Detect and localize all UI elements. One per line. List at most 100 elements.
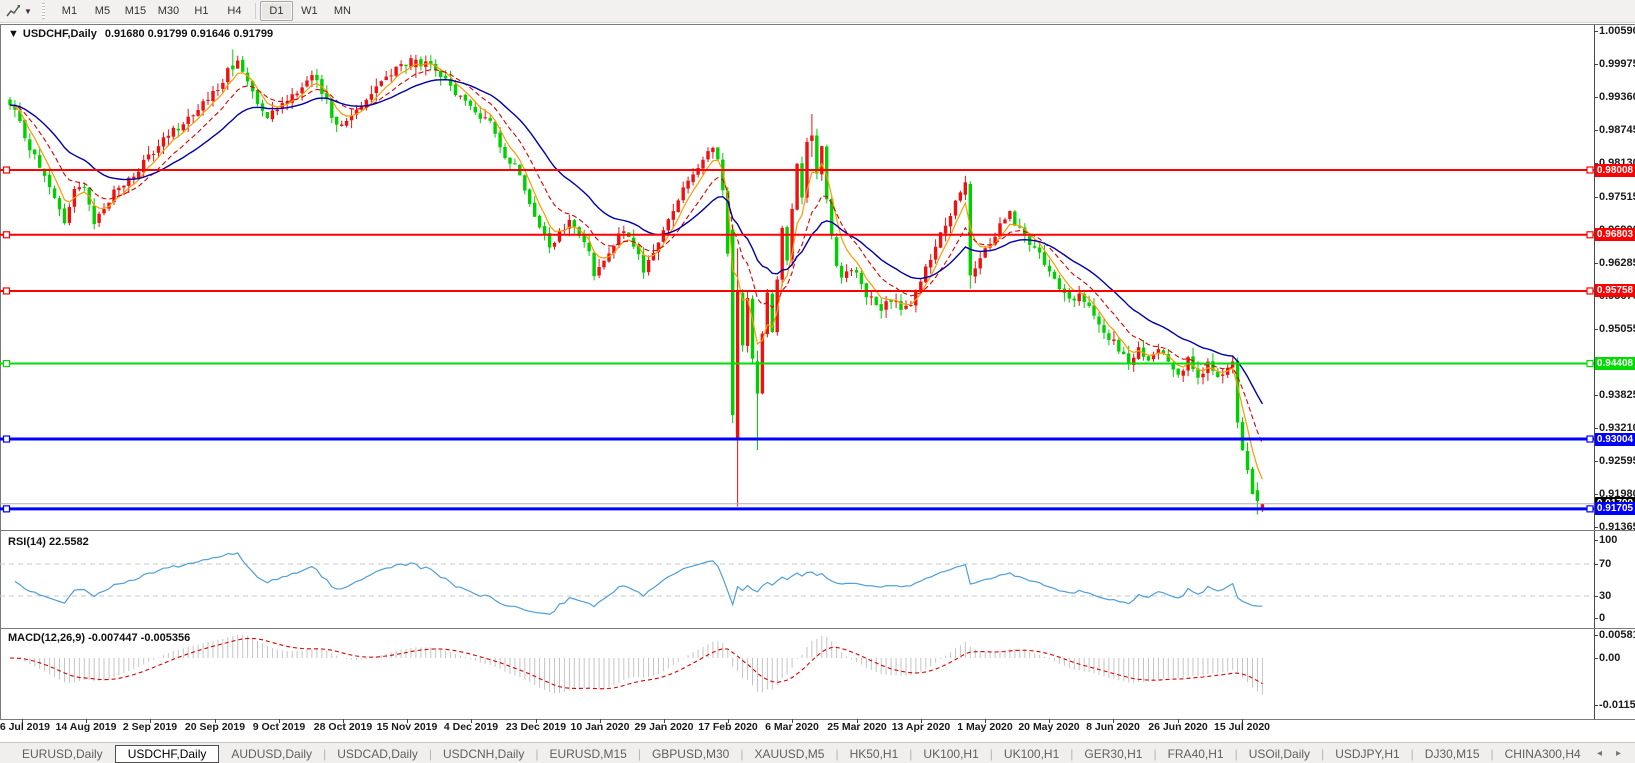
- price-level-label: 0.96803: [1595, 228, 1635, 241]
- tab-xauusd-m5[interactable]: XAUUSD,M5: [754, 746, 825, 761]
- tab-ger30-h1[interactable]: GER30,H1: [1084, 746, 1143, 761]
- timeframe-button-m30[interactable]: M30: [157, 5, 180, 17]
- price-axis-tick: [1594, 428, 1598, 429]
- price-axis-tick: [1594, 31, 1598, 32]
- toolbar-grip-handle[interactable]: [41, 3, 45, 19]
- price-axis-tick: [1594, 461, 1598, 462]
- date-axis-label: 20 Sep 2019: [184, 721, 246, 733]
- chart-collapse-caret[interactable]: ▼: [8, 28, 19, 40]
- rsi-axis-label: 30: [1599, 590, 1612, 602]
- tab-usdcnh-daily[interactable]: USDCNH,Daily: [443, 746, 525, 761]
- price-axis-tick: [1594, 263, 1598, 264]
- date-axis-tick: [600, 719, 601, 723]
- date-axis-tick: [1242, 719, 1243, 723]
- price-axis-label: 1.00590: [1599, 25, 1635, 37]
- date-axis-label: 26 Jun 2020: [1148, 721, 1208, 733]
- tab-separator: |: [323, 746, 327, 761]
- chart-ohlc-values: 0.91680 0.91799 0.91646 0.91799: [104, 28, 274, 40]
- date-axis-label: 6 Mar 2020: [765, 721, 819, 733]
- rsi-axis-label: 100: [1599, 534, 1618, 546]
- tab-usdcad-daily[interactable]: USDCAD,Daily: [337, 746, 418, 761]
- tab-dj30-m15[interactable]: DJ30,M15: [1424, 746, 1480, 761]
- price-axis-line: [1594, 25, 1595, 719]
- chart-symbol-label: USDCHF,Daily: [22, 28, 97, 40]
- rsi-axis-tick: [1594, 564, 1598, 565]
- tab-separator: |: [1234, 746, 1238, 761]
- macd-axis-label: -0.011514: [1599, 699, 1635, 711]
- date-axis-label: 28 Oct 2019: [313, 721, 373, 733]
- date-axis-label: 10 Jan 2020: [570, 721, 630, 733]
- tab-eurusd-daily[interactable]: EURUSD,Daily: [22, 746, 103, 761]
- timeframe-button-w1[interactable]: W1: [301, 5, 318, 17]
- rsi-axis-label: 0: [1599, 612, 1606, 624]
- chart-pointer-icon[interactable]: [4, 3, 22, 19]
- timeframe-button-h4[interactable]: H4: [227, 5, 242, 17]
- date-axis-tick: [857, 719, 858, 723]
- chart-title: ▼ USDCHF,Daily 0.91680 0.91799 0.91646 0.9…: [8, 28, 273, 40]
- price-axis-label: 0.96285: [1599, 257, 1635, 269]
- separator-main-rsi[interactable]: [0, 530, 1635, 531]
- tab-separator: |: [1321, 746, 1325, 761]
- tab-fra40-h1[interactable]: FRA40,H1: [1167, 746, 1224, 761]
- chart-pointer-dropdown-caret[interactable]: ▼: [24, 6, 32, 16]
- price-axis-label: 0.93210: [1599, 422, 1635, 434]
- price-axis-tick: [1594, 494, 1598, 495]
- separator-macd-dates: [0, 719, 1635, 720]
- separator-rsi-macd[interactable]: [0, 628, 1635, 629]
- tab-separator: |: [835, 746, 839, 761]
- tab-scroll-right-icon[interactable]: ▸: [1615, 748, 1621, 759]
- date-axis-label: 4 Dec 2019: [443, 721, 499, 733]
- price-axis-tick: [1594, 197, 1598, 198]
- tab-gbpusd-m30[interactable]: GBPUSD,M30: [651, 746, 730, 761]
- price-axis-tick: [1594, 64, 1598, 65]
- date-axis-tick: [22, 719, 23, 723]
- macd-axis-tick: [1594, 635, 1598, 636]
- tab-separator: |: [909, 746, 913, 761]
- tab-usdjpy-h1[interactable]: USDJPY,H1: [1335, 746, 1400, 761]
- symbol-tab-bar: EURUSD,Daily USDCHF,Daily AUDUSD,Daily | USD…: [0, 742, 1635, 763]
- tab-separator: |: [1153, 746, 1157, 761]
- price-level-label: 0.91705: [1595, 502, 1635, 515]
- date-axis-label: 13 Apr 2020: [891, 721, 951, 733]
- timeframe-button-mn[interactable]: MN: [333, 5, 351, 17]
- tab-usoil-daily[interactable]: USOil,Daily: [1248, 746, 1311, 761]
- tab-usdchf-daily[interactable]: USDCHF,Daily: [114, 744, 220, 763]
- timeframe-button-d1[interactable]: D1: [259, 1, 293, 21]
- date-axis-label: 2 Sep 2019: [122, 721, 178, 733]
- date-axis-label: 8 Jun 2020: [1086, 721, 1140, 733]
- timeframe-button-m1[interactable]: M1: [61, 5, 78, 17]
- date-axis-label: 15 Jul 2020: [1213, 721, 1271, 733]
- tab-separator: |: [535, 746, 539, 761]
- date-axis-tick: [86, 719, 87, 723]
- price-level-label: 0.98008: [1595, 164, 1635, 177]
- price-axis-tick: [1594, 130, 1598, 131]
- price-axis-label: 0.92595: [1599, 455, 1635, 467]
- tab-scroll-arrows: ◂ ▸: [1597, 748, 1621, 759]
- date-axis-label: 29 Jan 2020: [634, 721, 694, 733]
- timeframe-buttons: M1 M5 M15 M30 H1 H4 D1 W1 MN: [53, 1, 359, 21]
- date-axis-tick: [1049, 719, 1050, 723]
- tab-china300-h4[interactable]: CHINA300,H4: [1504, 746, 1581, 761]
- tab-uk100-h1[interactable]: UK100,H1: [923, 746, 979, 761]
- timeframe-button-h1[interactable]: H1: [194, 5, 209, 17]
- macd-axis-tick: [1594, 705, 1598, 706]
- macd-axis-label: 0.00: [1599, 652, 1621, 664]
- tab-scroll-left-icon[interactable]: ◂: [1596, 748, 1602, 759]
- tab-separator: |: [1490, 746, 1494, 761]
- date-axis-tick: [343, 719, 344, 723]
- date-axis-tick: [215, 719, 216, 723]
- tab-uk100-h1[interactable]: UK100,H1: [1003, 746, 1060, 761]
- price-axis-label: 0.99360: [1599, 91, 1635, 103]
- date-axis-tick: [536, 719, 537, 723]
- date-axis-label: 14 Aug 2019: [55, 721, 117, 733]
- tab-eurusd-m15[interactable]: EURUSD,M15: [549, 746, 627, 761]
- date-axis-label: 26 Jul 2019: [0, 721, 51, 733]
- macd-axis-label: 0.005818: [1599, 629, 1635, 641]
- macd-axis-tick: [1594, 658, 1598, 659]
- timeframe-button-m15[interactable]: M15: [124, 5, 147, 17]
- timeframe-button-m5[interactable]: M5: [94, 5, 111, 17]
- date-axis-tick: [279, 719, 280, 723]
- tab-audusd-daily[interactable]: AUDUSD,Daily: [231, 746, 313, 761]
- tab-hk50-h1[interactable]: HK50,H1: [849, 746, 899, 761]
